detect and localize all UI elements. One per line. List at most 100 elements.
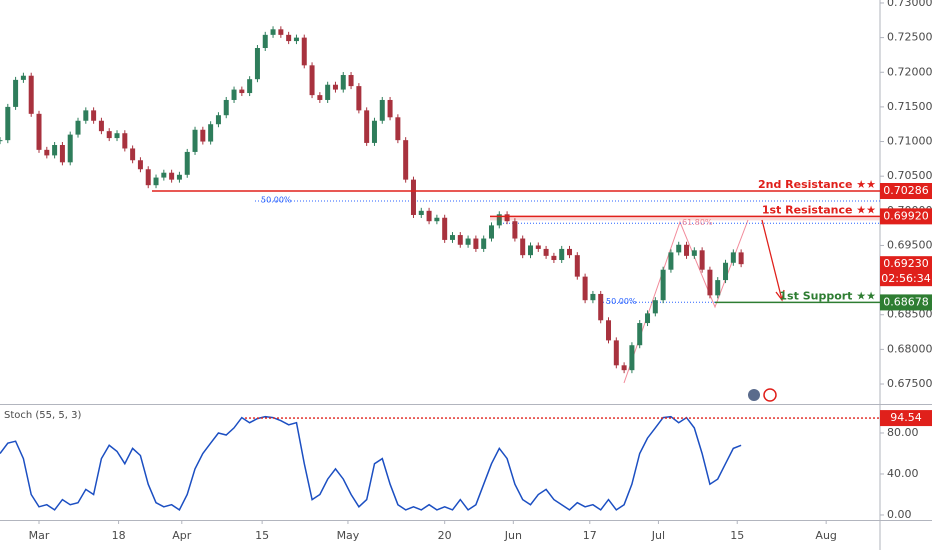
candle	[582, 276, 588, 301]
x-tick-label: Mar	[29, 529, 50, 542]
tool-icons[interactable]	[748, 388, 777, 402]
candle	[231, 89, 237, 100]
candle	[262, 34, 268, 49]
candle	[278, 29, 284, 35]
candle	[348, 75, 354, 87]
candle	[239, 89, 245, 94]
candle	[645, 313, 651, 324]
fib-label: 50.00%	[606, 297, 637, 306]
stoch-title: Stoch (55, 5, 3)	[4, 410, 81, 421]
candle	[520, 238, 526, 256]
candle	[707, 269, 713, 296]
arrow-line	[761, 219, 783, 301]
candle	[551, 255, 557, 261]
candle	[629, 345, 635, 371]
candle	[668, 252, 674, 270]
candle	[481, 238, 487, 249]
stoch-y-tick-label: 40.00	[887, 467, 919, 480]
candle	[730, 252, 736, 263]
stoch-y-tick-label: 80.00	[887, 426, 919, 439]
candle	[137, 160, 143, 170]
y-tick-label: 0.67500	[887, 377, 932, 390]
candle	[13, 79, 19, 107]
candle	[387, 99, 393, 118]
candle	[293, 37, 299, 42]
candle	[247, 79, 253, 94]
candle	[176, 174, 182, 180]
candle	[590, 293, 596, 301]
level-badge	[880, 294, 932, 311]
candle	[535, 245, 541, 249]
x-tick-label: 20	[438, 529, 452, 542]
level-badge	[880, 208, 932, 225]
candle	[309, 65, 315, 96]
candle	[574, 255, 580, 277]
candle	[465, 238, 471, 245]
candle	[403, 140, 409, 180]
candle	[496, 214, 502, 226]
candle	[434, 217, 440, 222]
stoch-y-tick-label: 0.00	[887, 508, 912, 521]
countdown: 02:56:34	[881, 272, 930, 285]
projection-arrow	[761, 219, 785, 302]
y-tick-label: 0.69500	[887, 238, 932, 251]
candle	[215, 115, 221, 125]
candle	[379, 99, 385, 121]
level-badge-label: 0.69920	[883, 209, 929, 222]
candle	[122, 133, 128, 149]
level-name: 1st Support ★★	[779, 289, 876, 302]
level-badge-label: 0.68678	[883, 295, 929, 308]
level-badge	[880, 183, 932, 200]
candle	[44, 149, 50, 156]
x-tick-label: 15	[730, 529, 744, 542]
candle	[473, 238, 479, 249]
candle	[98, 120, 104, 132]
y-tick-label: 0.72000	[887, 65, 932, 78]
candle	[371, 120, 377, 143]
fib-label: 61.80%	[682, 218, 713, 227]
candle	[567, 248, 573, 256]
candle	[286, 34, 292, 42]
level-name: 1st Resistance ★★	[762, 203, 876, 216]
candle	[301, 37, 307, 66]
candle	[161, 172, 167, 178]
candle	[169, 172, 175, 180]
candle	[410, 179, 416, 215]
y-tick-label: 0.68000	[887, 342, 932, 355]
candle	[364, 110, 370, 143]
candle	[200, 129, 206, 142]
candle	[691, 250, 697, 256]
candle	[559, 248, 565, 261]
candle	[184, 151, 190, 175]
candle	[418, 210, 424, 215]
candle	[621, 365, 627, 371]
candle	[36, 113, 42, 150]
resistance-zone	[490, 216, 880, 221]
y-tick-label: 0.72500	[887, 31, 932, 44]
candle	[527, 245, 533, 256]
stoch-level-badge	[880, 410, 932, 427]
candle	[715, 280, 721, 296]
candle	[106, 131, 112, 139]
candle	[5, 106, 11, 141]
y-tick-label: 0.71500	[887, 100, 932, 113]
candle	[325, 84, 331, 100]
candle	[67, 134, 73, 163]
candle	[75, 120, 81, 135]
candle	[145, 169, 151, 186]
candle	[83, 110, 89, 121]
alert-icon[interactable]	[763, 388, 777, 402]
candle	[28, 75, 34, 114]
candle	[130, 148, 136, 161]
level-badge-label: 0.70286	[883, 184, 929, 197]
y-tick-label: 0.73000	[887, 0, 932, 9]
info-icon[interactable]	[748, 389, 760, 401]
x-tick-label: Aug	[815, 529, 836, 542]
candle	[20, 75, 26, 80]
candle	[676, 244, 682, 253]
candle	[723, 262, 729, 281]
candle	[317, 95, 323, 100]
fib-label: 50.00%	[261, 195, 292, 204]
candle	[52, 145, 58, 156]
candle	[270, 29, 276, 35]
